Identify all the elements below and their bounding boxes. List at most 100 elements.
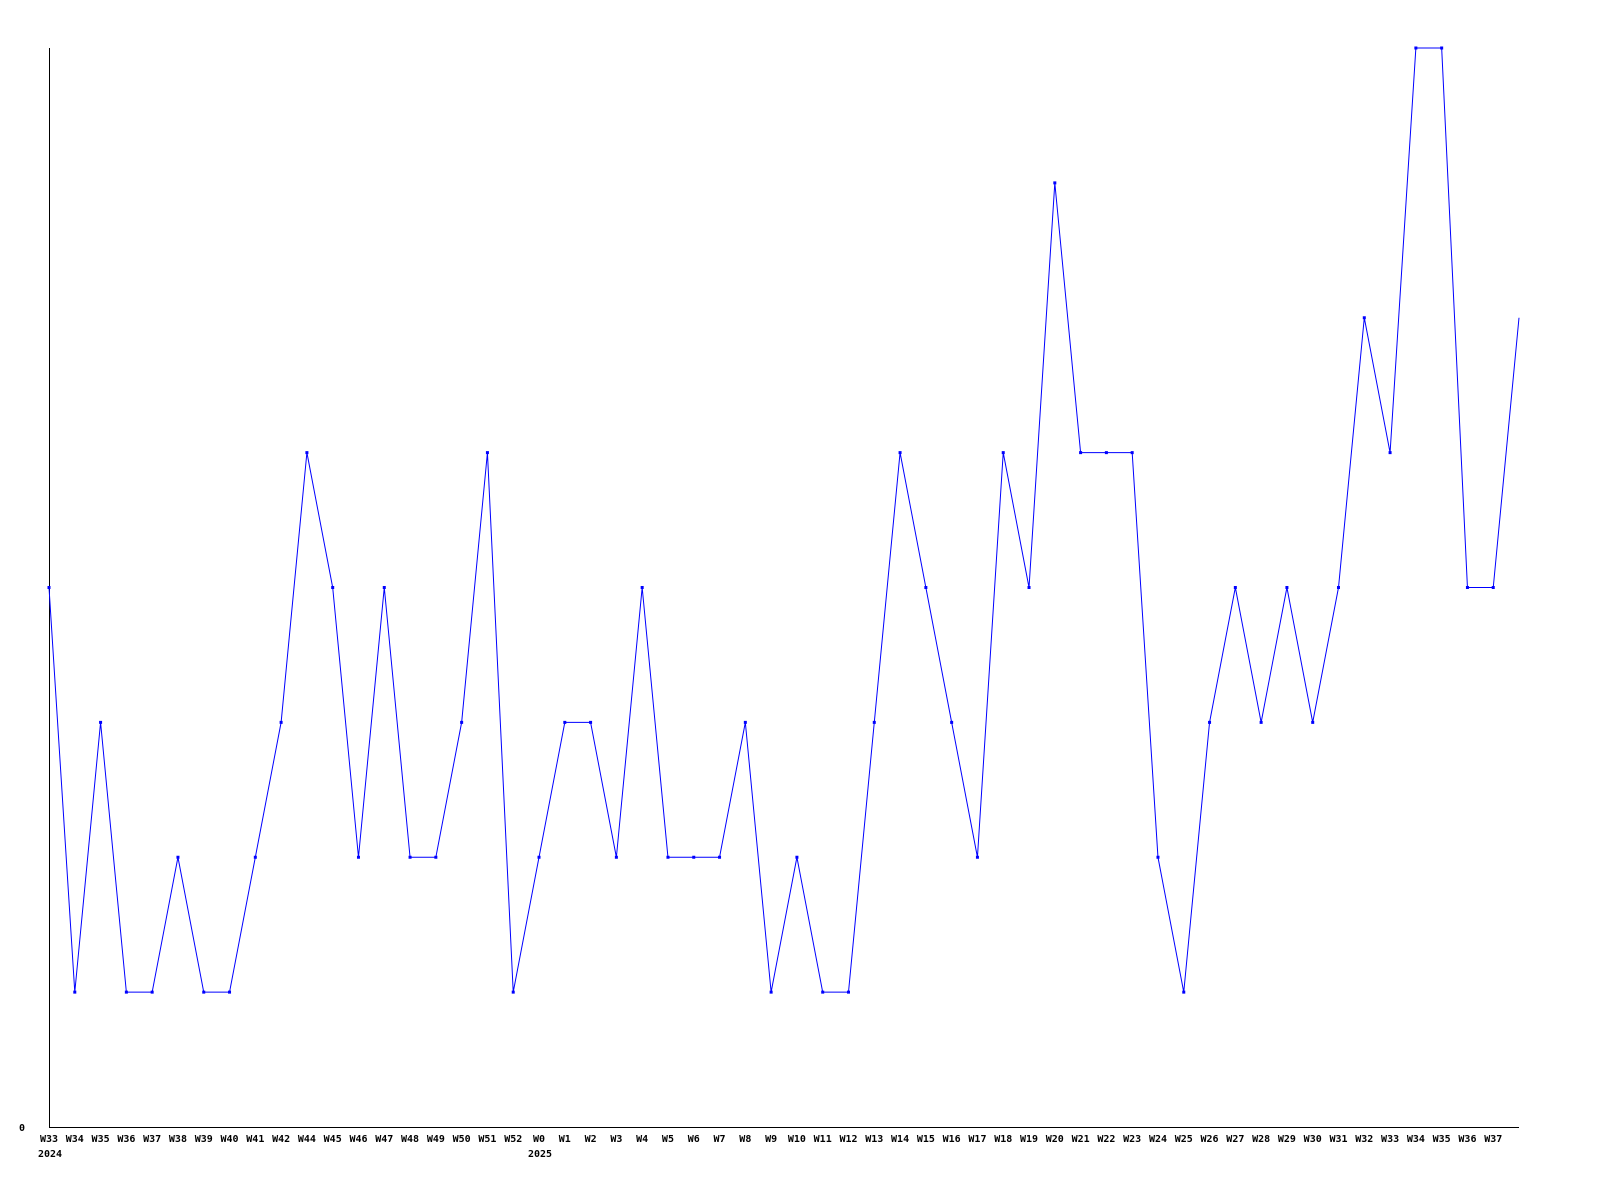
data-point [460, 720, 464, 724]
data-point [1259, 720, 1263, 724]
x-tick-label: W35 [1433, 1134, 1451, 1145]
data-point [975, 855, 979, 859]
data-point [73, 990, 77, 994]
x-tick-label: W6 [688, 1134, 700, 1145]
x-tick-label: W38 [169, 1134, 187, 1145]
x-tick-label: W30 [1304, 1134, 1322, 1145]
x-tick-label: W12 [839, 1134, 857, 1145]
data-point [253, 855, 257, 859]
data-point [872, 720, 876, 724]
data-point [1001, 451, 1005, 455]
data-point [202, 990, 206, 994]
x-tick-label: W27 [1226, 1134, 1244, 1145]
data-point [563, 720, 567, 724]
data-point [769, 990, 773, 994]
x-tick-label: W46 [349, 1134, 367, 1145]
x-tick-label: W16 [943, 1134, 961, 1145]
x-tick-label: W8 [739, 1134, 751, 1145]
x-tick-label: W48 [401, 1134, 419, 1145]
x-tick-label: W15 [917, 1134, 935, 1145]
data-point [1156, 855, 1160, 859]
x-tick-label: W25 [1175, 1134, 1193, 1145]
series-line [47, 46, 1520, 994]
x-tick-label: W50 [453, 1134, 471, 1145]
data-point [898, 451, 902, 455]
x-tick-label: W7 [714, 1134, 726, 1145]
x-tick-label: W37 [143, 1134, 161, 1145]
data-point [382, 586, 386, 589]
x-tick-label: W2 [585, 1134, 597, 1145]
data-point [99, 720, 103, 724]
data-point [718, 855, 722, 859]
data-point [1440, 46, 1444, 50]
data-point [176, 855, 180, 859]
x-tick-label: W51 [478, 1134, 496, 1145]
x-tick-label: W5 [662, 1134, 674, 1145]
x-tick-label: W14 [891, 1134, 909, 1145]
x-tick-label: W0 [533, 1134, 545, 1145]
x-tick-label: W47 [375, 1134, 393, 1145]
x-tick-label: W26 [1201, 1134, 1219, 1145]
x-tick-label: W40 [220, 1134, 238, 1145]
x-tick-label: W23 [1123, 1134, 1141, 1145]
data-point [1311, 720, 1315, 724]
x-tick-label: W19 [1020, 1134, 1038, 1145]
x-tick-label: W49 [427, 1134, 445, 1145]
data-point [1337, 586, 1340, 589]
x-tick-label: W28 [1252, 1134, 1270, 1145]
x-tick-labels: W33 W34 W35 W36 W37 W38 W39 W40 W41 W42 W44 W45 W46 W… [38, 1134, 1502, 1160]
data-line [48, 47, 1520, 993]
x-tick-label: W18 [994, 1134, 1012, 1145]
y-tick-label: 0 [19, 1123, 25, 1134]
data-point [47, 586, 51, 589]
data-point [408, 855, 412, 859]
data-point [589, 720, 593, 724]
data-point [124, 990, 128, 994]
data-point [924, 586, 928, 589]
data-point [1362, 316, 1366, 320]
x-tick-label: W33 [40, 1134, 58, 1145]
data-point [1465, 586, 1469, 589]
x-tick-label: W33 [1381, 1134, 1399, 1145]
x-tick-label: W41 [246, 1134, 264, 1145]
data-point [1027, 586, 1031, 589]
data-point [150, 990, 154, 994]
x-tick-label: W36 [117, 1134, 135, 1145]
x-tick-label: W37 [1484, 1134, 1502, 1145]
data-point [1414, 46, 1418, 50]
x-tick-label: W31 [1329, 1134, 1347, 1145]
data-point [279, 720, 283, 724]
x-tick-label: W17 [968, 1134, 986, 1145]
data-point [434, 855, 438, 859]
x-tick-label: W36 [1458, 1134, 1476, 1145]
x-tick-label: W20 [1046, 1134, 1064, 1145]
data-point [1079, 451, 1083, 455]
data-point [485, 451, 489, 455]
x-tick-label: W24 [1149, 1134, 1167, 1145]
x-tick-label: W22 [1097, 1134, 1115, 1145]
data-point [614, 855, 618, 859]
x-tick-label: W35 [92, 1134, 110, 1145]
data-point [795, 855, 799, 859]
data-point [1208, 720, 1212, 724]
x-tick-label: W44 [298, 1134, 316, 1145]
year-label: 2024 [38, 1149, 62, 1160]
data-point [356, 855, 360, 859]
x-tick-label: W9 [765, 1134, 777, 1145]
data-point [1233, 586, 1237, 589]
data-point [950, 720, 954, 724]
x-tick-label: W45 [324, 1134, 342, 1145]
data-point [1388, 451, 1392, 455]
data-point [1104, 451, 1108, 455]
year-label: 2025 [528, 1149, 552, 1160]
data-point [666, 855, 670, 859]
x-tick-label: W29 [1278, 1134, 1296, 1145]
x-tick-label: W10 [788, 1134, 806, 1145]
x-tick-label: W21 [1072, 1134, 1090, 1145]
data-point [692, 855, 696, 859]
data-point [305, 451, 309, 455]
data-point [228, 990, 232, 994]
data-point [821, 990, 825, 994]
data-point [1053, 181, 1057, 185]
x-tick-label: W11 [814, 1134, 832, 1145]
